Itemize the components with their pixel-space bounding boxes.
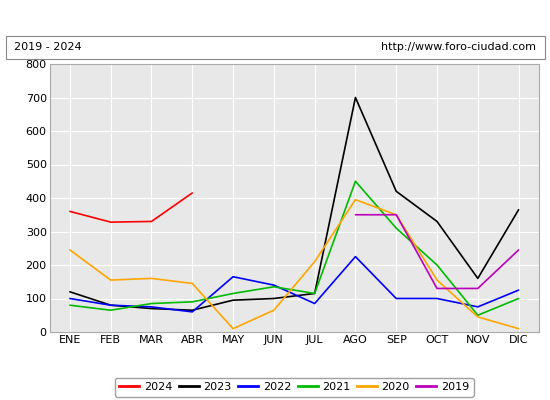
2021	[475, 313, 481, 318]
2023	[311, 291, 318, 296]
2020	[352, 197, 359, 202]
Text: 2019 - 2024: 2019 - 2024	[14, 42, 81, 52]
2024	[67, 209, 73, 214]
2020	[515, 326, 522, 331]
2024	[107, 220, 114, 224]
Line: 2021: 2021	[70, 181, 519, 315]
2023	[393, 189, 399, 194]
2020	[67, 248, 73, 252]
2022	[230, 274, 236, 279]
Line: 2024: 2024	[70, 193, 192, 222]
2023	[230, 298, 236, 302]
2022	[475, 304, 481, 309]
2022	[393, 296, 399, 301]
2023	[67, 290, 73, 294]
2023	[271, 296, 277, 301]
2021	[393, 226, 399, 230]
Line: 2020: 2020	[70, 200, 519, 329]
2021	[67, 303, 73, 308]
2022	[352, 254, 359, 259]
2020	[475, 314, 481, 319]
2019	[475, 286, 481, 291]
Line: 2023: 2023	[70, 98, 519, 310]
2020	[434, 278, 441, 282]
2021	[189, 300, 196, 304]
2019	[434, 286, 441, 291]
2021	[230, 291, 236, 296]
Line: 2022: 2022	[70, 257, 519, 312]
2023	[475, 276, 481, 281]
2020	[393, 212, 399, 217]
2023	[148, 306, 155, 311]
2021	[271, 284, 277, 289]
2020	[148, 276, 155, 281]
2022	[311, 301, 318, 306]
Line: 2019: 2019	[355, 215, 519, 288]
2020	[107, 278, 114, 282]
2021	[311, 291, 318, 296]
2020	[311, 259, 318, 264]
2023	[434, 219, 441, 224]
2023	[189, 308, 196, 313]
2021	[148, 301, 155, 306]
2022	[434, 296, 441, 301]
2024	[148, 219, 155, 224]
Text: http://www.foro-ciudad.com: http://www.foro-ciudad.com	[381, 42, 536, 52]
2020	[271, 308, 277, 313]
2021	[515, 296, 522, 301]
2021	[352, 179, 359, 184]
2023	[107, 303, 114, 308]
2020	[189, 281, 196, 286]
2022	[148, 304, 155, 309]
2023	[515, 207, 522, 212]
2024	[189, 190, 196, 195]
2019	[515, 248, 522, 252]
2019	[352, 212, 359, 217]
2021	[107, 308, 114, 313]
2022	[515, 288, 522, 292]
2022	[107, 303, 114, 308]
2022	[67, 296, 73, 301]
Legend: 2024, 2023, 2022, 2021, 2020, 2019: 2024, 2023, 2022, 2021, 2020, 2019	[115, 378, 474, 397]
2021	[434, 262, 441, 267]
2022	[271, 283, 277, 288]
2020	[230, 326, 236, 331]
Text: Evolucion Nº Turistas Nacionales en el municipio de Pinarejo: Evolucion Nº Turistas Nacionales en el m…	[66, 10, 484, 24]
2019	[393, 212, 399, 217]
2023	[352, 95, 359, 100]
2022	[189, 310, 196, 314]
